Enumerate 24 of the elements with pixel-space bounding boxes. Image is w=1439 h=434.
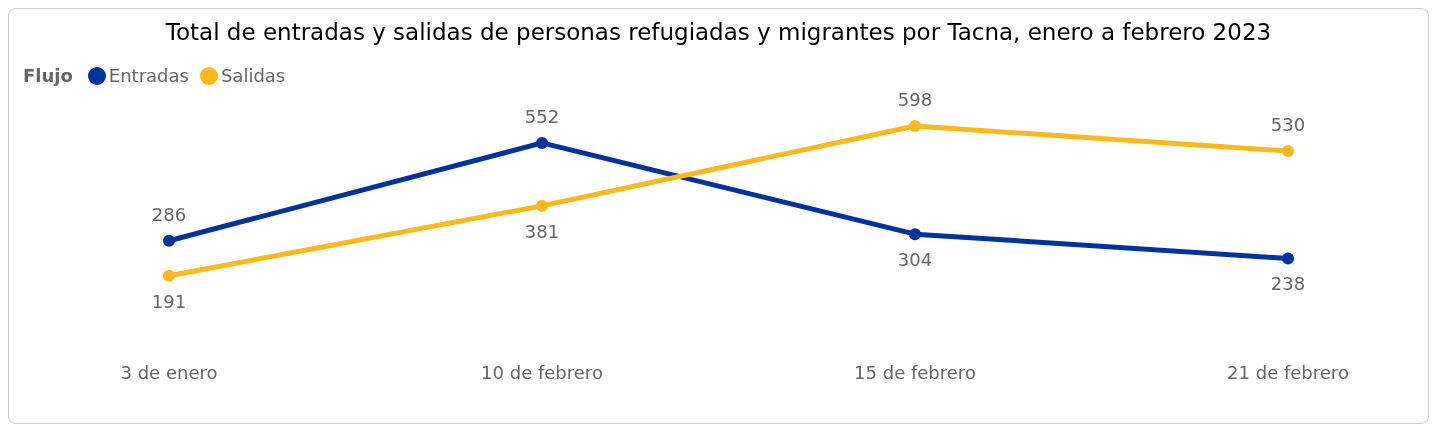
data-label: 238	[1270, 273, 1306, 295]
chart-title: Total de entradas y salidas de personas refugiadas y migrantes por Tacna, enero a febrero 2023	[164, 19, 1273, 45]
data-label: 530	[1270, 114, 1306, 136]
point	[536, 199, 548, 212]
legend-label: Entradas	[108, 65, 189, 86]
point	[1282, 145, 1294, 158]
x-tick-label: 21 de febrero	[1227, 361, 1349, 383]
point	[909, 120, 921, 132]
point	[163, 234, 175, 247]
point	[163, 269, 175, 282]
data-label: 381	[524, 220, 560, 242]
data-label: 552	[524, 105, 560, 127]
data-label: 191	[151, 290, 187, 312]
x-tick-label: 15 de febrero	[854, 361, 976, 383]
point	[1282, 252, 1294, 265]
legend-title: Flujo	[23, 65, 73, 86]
data-label: 304	[897, 249, 933, 271]
data-label: 598	[897, 89, 933, 110]
data-label: 286	[151, 203, 187, 225]
point	[536, 136, 548, 149]
x-tick-label: 3 de enero	[120, 361, 218, 383]
x-tick-label: 10 de febrero	[481, 361, 603, 383]
legend-label: Salidas	[220, 65, 286, 86]
point	[909, 228, 921, 241]
